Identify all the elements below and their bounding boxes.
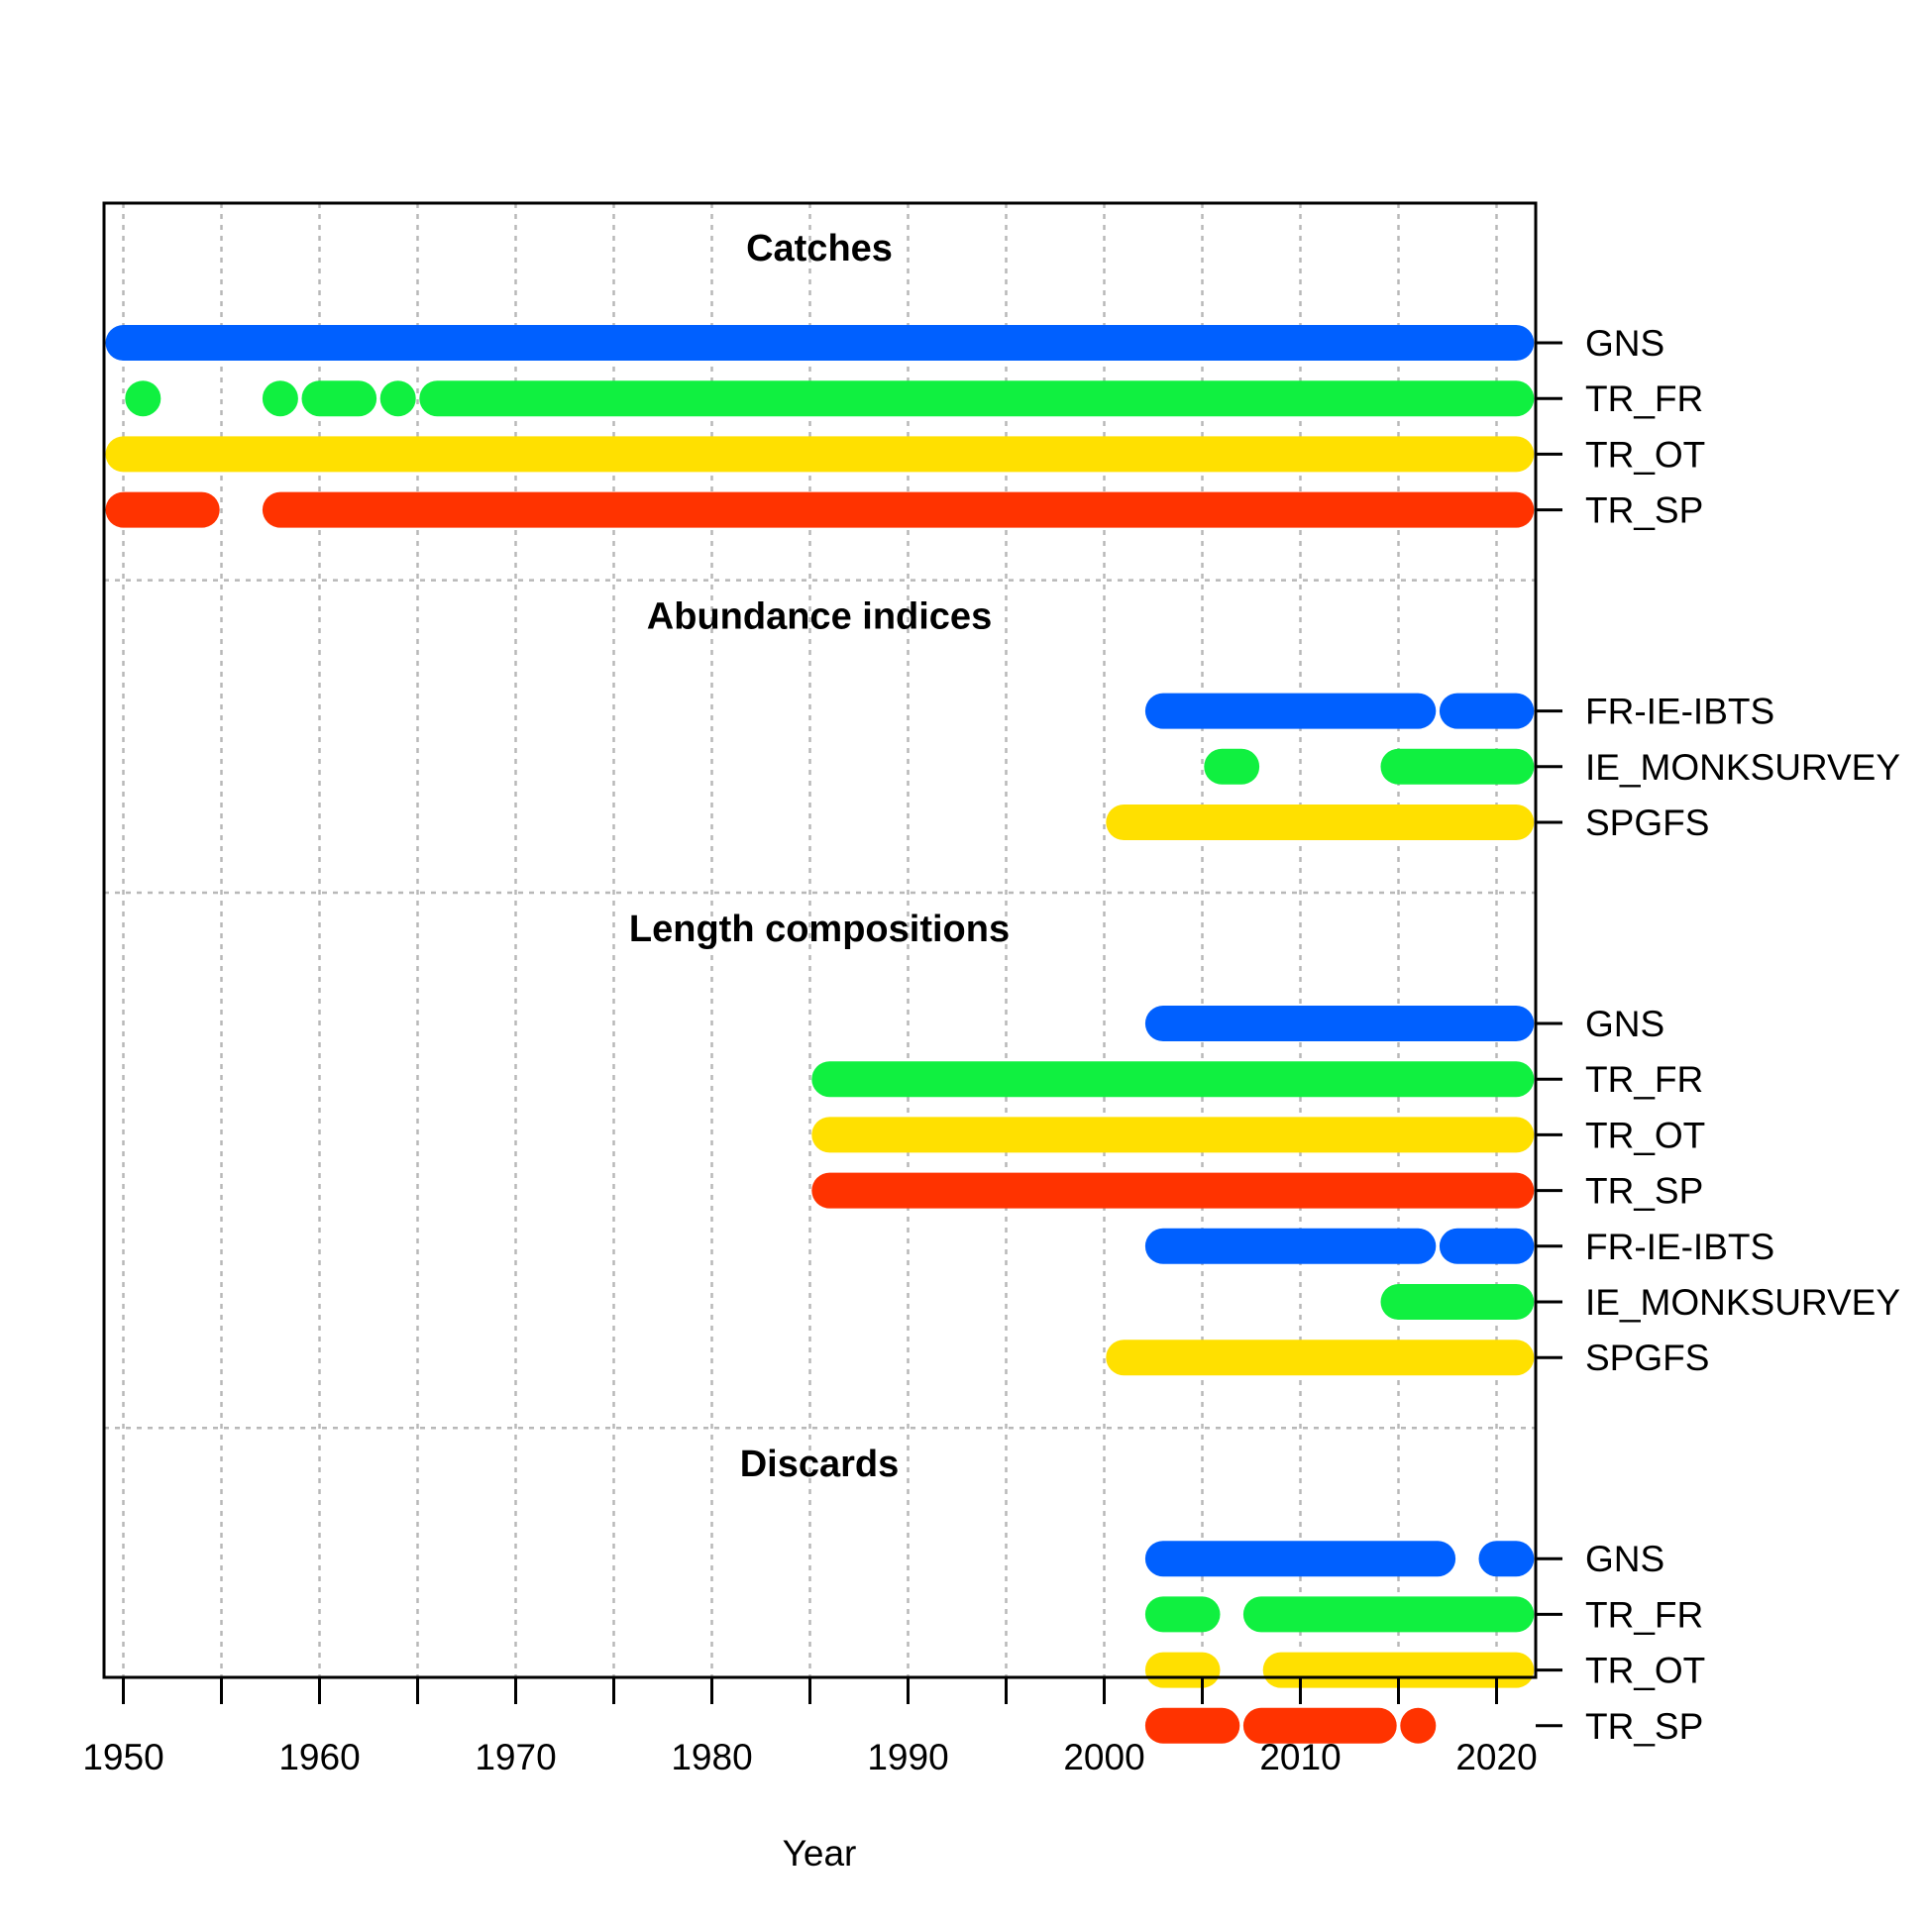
- section-titles: Catches Abundance indices Length compositi…: [629, 228, 1010, 1485]
- x-tick-label: 1950: [82, 1737, 163, 1777]
- timeline-bar: [379, 380, 416, 417]
- section-title: Discards: [740, 1444, 900, 1485]
- plot-frame: [102, 201, 1538, 1679]
- row-label: TR_FR: [1585, 1594, 1703, 1635]
- timeline-bar: [811, 1061, 1535, 1098]
- timeline-bar: [1144, 1541, 1456, 1577]
- row-label: FR-IE-IBTS: [1585, 1227, 1774, 1267]
- section-title: Catches: [746, 228, 893, 269]
- timeline-bar: [1144, 693, 1437, 729]
- timeline-bar: [262, 380, 298, 417]
- row-label: TR_SP: [1585, 1706, 1703, 1747]
- timeline-bar: [1242, 1707, 1397, 1744]
- row-label: GNS: [1585, 1539, 1664, 1579]
- row-label: TR_OT: [1585, 434, 1705, 475]
- x-axis-title: Year: [783, 1833, 857, 1874]
- timeline-bar: [1106, 1340, 1535, 1376]
- timeline-bar: [1400, 1707, 1437, 1744]
- row-label: SPGFS: [1585, 803, 1709, 843]
- timeline-bar: [1439, 693, 1535, 729]
- timeline-bar: [262, 491, 1535, 528]
- timeline-bar: [125, 380, 161, 417]
- x-tick-label: 1980: [671, 1737, 752, 1777]
- timeline-bar: [811, 1172, 1535, 1209]
- timeline-bar: [1380, 748, 1535, 785]
- section-title: Abundance indices: [647, 596, 992, 638]
- x-tick-label: 1960: [278, 1737, 360, 1777]
- row-label: TR_SP: [1585, 1171, 1703, 1212]
- x-axis: 1950 1960 1970 1980 1990 2000 2010 2020: [82, 1677, 1538, 1777]
- row-label: TR_OT: [1585, 1651, 1705, 1691]
- row-label: GNS: [1585, 1004, 1664, 1044]
- timeline-bar: [1106, 805, 1535, 840]
- timeline-bar: [105, 325, 1535, 361]
- row-label: TR_OT: [1585, 1115, 1705, 1155]
- row-label: IE_MONKSURVEY: [1585, 747, 1900, 788]
- timeline-bar: [105, 491, 220, 528]
- timeline-bar: [1204, 748, 1260, 785]
- timeline-bar: [1144, 1707, 1240, 1744]
- timeline-bar: [419, 380, 1535, 417]
- x-tick-label: 1970: [475, 1737, 556, 1777]
- x-tick-label: 2000: [1063, 1737, 1144, 1777]
- x-tick-label: 1990: [867, 1737, 948, 1777]
- timeline-bar: [105, 436, 1535, 473]
- timeline-bar: [1144, 1596, 1221, 1633]
- row-label: TR_SP: [1585, 490, 1703, 531]
- section-title: Length compositions: [629, 909, 1010, 950]
- timeline-bar: [1242, 1596, 1535, 1633]
- x-tick-label: 2010: [1259, 1737, 1341, 1777]
- row-label: FR-IE-IBTS: [1585, 692, 1774, 732]
- timeline-bar: [1262, 1652, 1535, 1688]
- row-label: IE_MONKSURVEY: [1585, 1282, 1900, 1323]
- timeline-bar: [1144, 1652, 1221, 1688]
- timeline-bar: [301, 380, 377, 417]
- timeline-bar: [1439, 1228, 1535, 1264]
- x-tick-label: 2020: [1455, 1737, 1537, 1777]
- row-label: TR_FR: [1585, 1059, 1703, 1100]
- row-label: TR_FR: [1585, 378, 1703, 419]
- timeline-bar: [811, 1117, 1535, 1153]
- row-labels: GNS TR_FR TR_OT TR_SP FR-IE-IBTS IE_MONKSURVE…: [1536, 323, 1900, 1747]
- timeline-bar: [1144, 1228, 1437, 1264]
- timeline-bar: [1144, 1006, 1535, 1041]
- timeline-bar: [1478, 1541, 1535, 1577]
- timeline-bar: [1380, 1284, 1535, 1320]
- row-label: GNS: [1585, 323, 1664, 364]
- row-label: SPGFS: [1585, 1338, 1709, 1378]
- data-bars: [105, 325, 1535, 1744]
